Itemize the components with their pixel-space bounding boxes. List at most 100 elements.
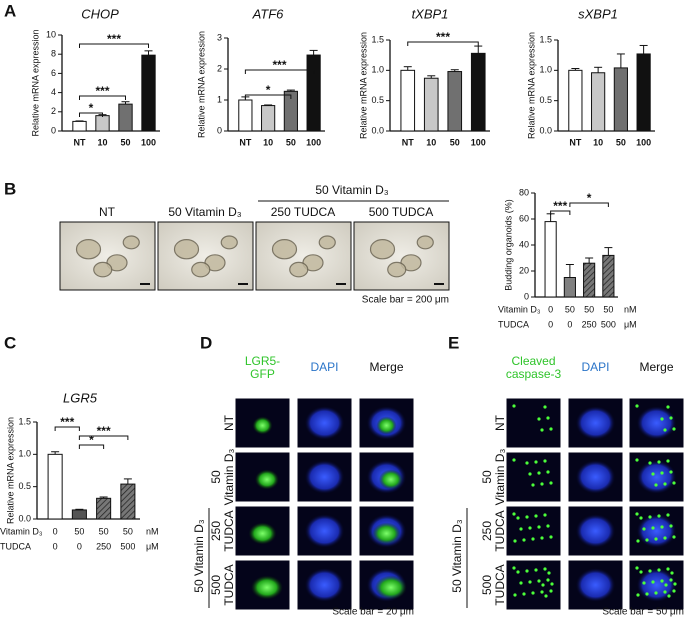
significance-bracket [569, 202, 609, 207]
bar [583, 262, 596, 298]
caspase-signal [540, 536, 544, 540]
caspase-signal [669, 524, 673, 528]
row-label: 250 [480, 521, 494, 541]
caspase-signal [657, 514, 661, 518]
significance-label: *** [436, 30, 450, 44]
nuclei-stain [304, 514, 345, 548]
caspase-signal [673, 582, 677, 586]
caspase-signal [540, 482, 544, 486]
error-bar [51, 451, 60, 455]
y-axis-label: Budding organoids (%) [503, 199, 513, 291]
bar [120, 483, 136, 520]
row-value: 250 [582, 319, 597, 329]
bar [71, 509, 87, 520]
bar [613, 67, 628, 132]
caspase-signal [667, 594, 671, 598]
caspase-signal [635, 458, 639, 462]
y-axis-label: Relative mRNA expression [358, 32, 368, 139]
caspase-signal [546, 578, 550, 582]
row-label: Vitamin D₃ [222, 449, 236, 506]
error-bar [286, 89, 295, 92]
x-tick-label: 50 [616, 137, 626, 147]
y-tick-label: 0.5 [539, 95, 552, 105]
y-tick-label: 0.0 [371, 125, 384, 135]
caspase-signal [654, 483, 658, 487]
error-bar [474, 45, 483, 54]
x-tick-label: NT [569, 137, 581, 147]
significance-label: *** [272, 58, 286, 72]
column-label: caspase-3 [506, 367, 562, 381]
caspase-signal [651, 580, 655, 584]
caspase-signal [660, 579, 664, 583]
bar [563, 277, 576, 298]
caspase-signal [648, 569, 652, 573]
caspase-signal [666, 567, 670, 571]
caspase-signal [543, 405, 547, 409]
caspase-signal [544, 594, 548, 598]
error-bar [427, 75, 436, 79]
x-tick-label: NT [402, 137, 414, 147]
nuclei-stain [304, 568, 345, 602]
bar [47, 453, 63, 520]
caspase-signal [672, 481, 676, 485]
caspase-signal [549, 481, 553, 485]
x-tick-label: 10 [263, 137, 273, 147]
row-label: Vitamin D₃ [498, 304, 541, 314]
error-bar [604, 247, 613, 256]
caspase-signal [635, 512, 639, 516]
organoid [220, 235, 238, 250]
row-value: 50 [565, 304, 575, 314]
row-value: 0 [53, 526, 58, 536]
error-bar [264, 104, 273, 106]
bar [636, 53, 651, 132]
bar [306, 54, 321, 132]
bar [141, 54, 156, 132]
caspase-signal [657, 460, 661, 464]
error-bar [144, 50, 153, 56]
caspase-signal [525, 569, 529, 573]
panel-label: A [4, 1, 16, 20]
nuclei-stain [636, 460, 677, 494]
row-value: 50 [123, 526, 133, 536]
gfp-signal [376, 416, 397, 435]
column-label: DAPI [310, 360, 338, 374]
bar [470, 52, 486, 132]
bar [423, 77, 439, 132]
significance-bracket [54, 426, 80, 431]
caspase-signal [543, 513, 547, 517]
y-tick-label: 1.0 [539, 65, 552, 75]
x-tick-label: 50 [120, 137, 130, 147]
row-value: 0 [567, 319, 572, 329]
chart-title: tXBP1 [412, 6, 449, 21]
error-bar [121, 101, 130, 105]
error-bar [403, 66, 412, 71]
caspase-signal [660, 525, 664, 529]
caspase-signal [663, 590, 667, 594]
caspase-signal [645, 538, 649, 542]
significance-bracket [407, 41, 479, 46]
caspase-signal [672, 589, 676, 593]
panel-label: D [200, 333, 212, 352]
caspase-signal [543, 567, 547, 571]
caspase-signal [549, 589, 553, 593]
caspase-signal [549, 427, 553, 431]
caspase-signal [660, 417, 664, 421]
brightfield-image [255, 221, 352, 291]
group-label: 50 Vitamin D₃ [192, 519, 206, 592]
error-bar [594, 66, 603, 73]
caspase-signal [636, 539, 640, 543]
caspase-signal [512, 512, 516, 516]
organoid [271, 238, 298, 260]
significance-label: * [89, 101, 94, 115]
significance-label: *** [107, 32, 121, 46]
bar [96, 497, 112, 520]
organoid [289, 261, 309, 278]
column-label: Cleaved [511, 354, 555, 368]
caspase-signal [541, 583, 545, 587]
caspase-signal [513, 593, 517, 597]
caspase-signal [648, 461, 652, 465]
organoid [93, 261, 113, 278]
x-tick-label: 100 [306, 137, 321, 147]
nuclei-stain [304, 460, 345, 494]
